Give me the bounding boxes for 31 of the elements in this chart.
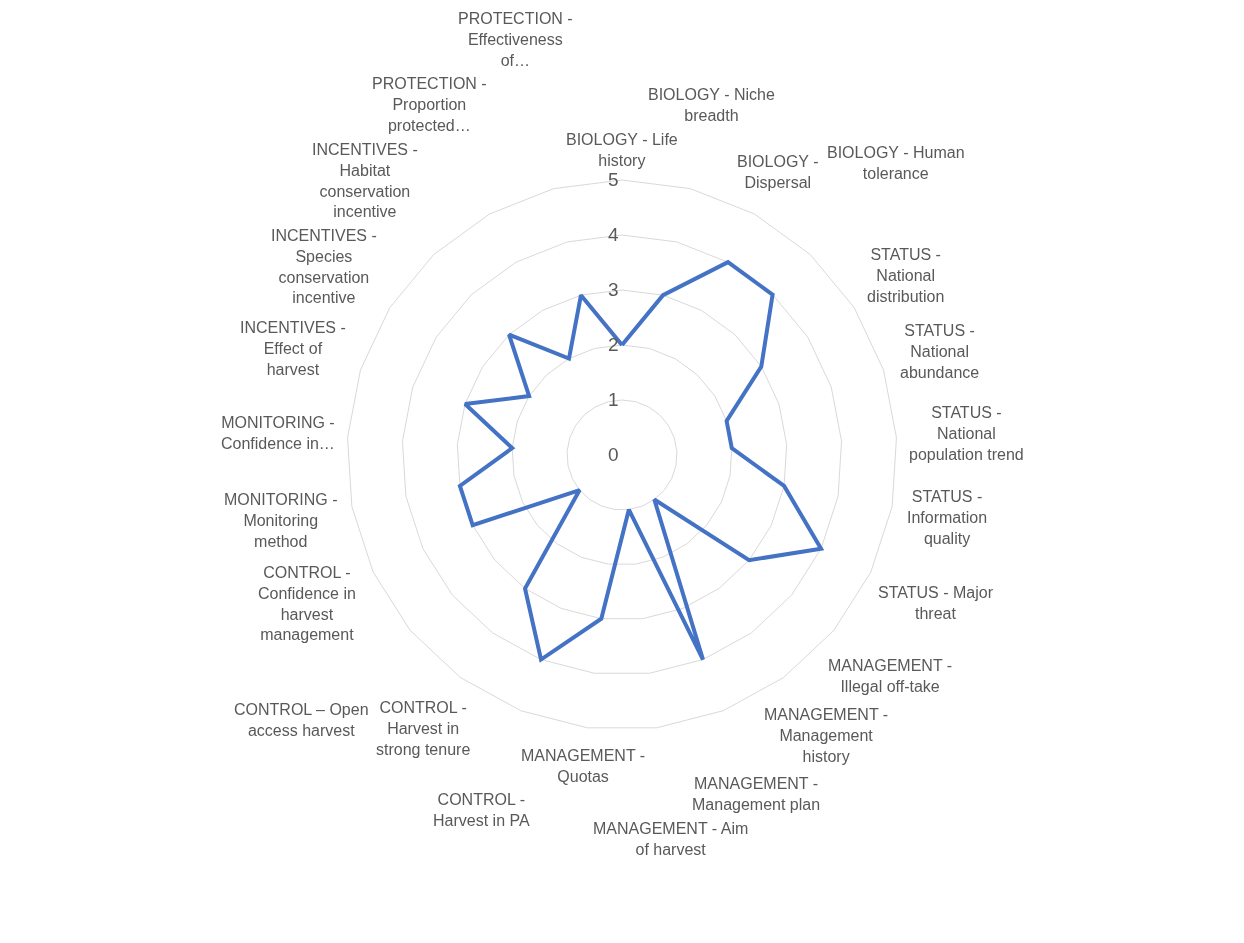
spoke-label: STATUS - National population trend xyxy=(909,404,1024,463)
spoke-label: MANAGEMENT - Management history xyxy=(764,706,889,765)
spoke-label: CONTROL – Open access harvest xyxy=(234,701,369,739)
spoke-label: BIOLOGY - Dispersal xyxy=(737,153,819,191)
spoke-label: MONITORING - Monitoring method xyxy=(224,491,338,550)
spoke-label: CONTROL - Harvest in PA xyxy=(433,791,530,829)
spoke-label: INCENTIVES - Habitat conservation incentive xyxy=(312,141,418,221)
spoke-label: PROTECTION - Effectiveness of… xyxy=(458,10,573,69)
spoke-label: MANAGEMENT - Aim of harvest xyxy=(593,820,749,858)
spoke-label: STATUS - Information quality xyxy=(907,488,988,547)
spoke-label: MANAGEMENT - Management plan xyxy=(692,775,821,813)
spoke-label: MONITORING - Confidence in… xyxy=(221,414,335,452)
y-tick-label: 5 xyxy=(608,169,619,191)
spoke-label: MANAGEMENT - Quotas xyxy=(521,747,646,785)
spoke-label: PROTECTION - Proportion protected… xyxy=(372,75,487,134)
spoke-label: STATUS - National distribution xyxy=(867,246,945,305)
spoke-label: CONTROL - Confidence in harvest management xyxy=(258,564,356,644)
y-tick-label: 2 xyxy=(608,334,619,356)
spoke-label: BIOLOGY - Life history xyxy=(566,131,678,169)
spoke-label: MANAGEMENT - Illegal off-take xyxy=(828,657,953,695)
spoke-label: STATUS - National abundance xyxy=(900,322,980,381)
y-tick-label: 0 xyxy=(608,444,619,466)
y-tick-label: 3 xyxy=(608,279,619,301)
spoke-label: STATUS - Major threat xyxy=(878,584,994,622)
spoke-label: BIOLOGY - Niche breadth xyxy=(648,86,775,124)
spoke-label: BIOLOGY - Human tolerance xyxy=(827,144,965,182)
y-tick-label: 1 xyxy=(608,389,619,411)
spoke-label: INCENTIVES - Species conservation incentive xyxy=(271,227,377,307)
y-tick-label: 4 xyxy=(608,224,620,246)
spoke-label: CONTROL - Harvest in strong tenure xyxy=(376,699,471,758)
spoke-label: INCENTIVES - Effect of harvest xyxy=(240,319,346,378)
